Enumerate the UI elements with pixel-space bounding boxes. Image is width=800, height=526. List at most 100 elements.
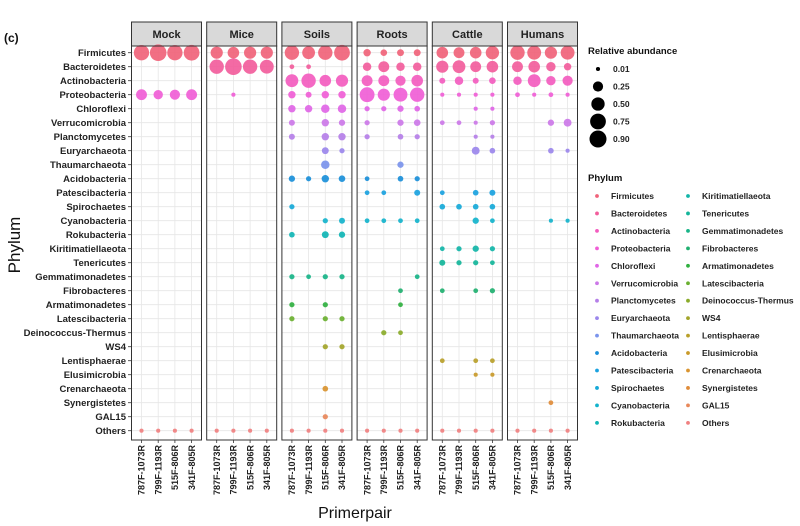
color-legend-key	[686, 403, 690, 408]
bubble-cyanobacteria	[565, 218, 570, 223]
x-tick-label: 341F-805R	[337, 445, 347, 491]
bubble-firmicutes	[469, 46, 482, 59]
bubble-gemmatimonadetes	[339, 274, 345, 280]
bubble-patescibacteria	[414, 189, 421, 196]
bubble-others	[214, 428, 219, 433]
y-tick-label: Rokubacteria	[66, 230, 127, 241]
bubble-bacteroidetes	[259, 59, 274, 74]
bubble-others	[339, 428, 345, 433]
bubble-patescibacteria	[472, 189, 479, 196]
bubble-firmicutes	[544, 46, 558, 59]
color-legend-label: Bacteroidetes	[611, 208, 667, 218]
color-legend-label: Chloroflexi	[611, 261, 655, 271]
x-tick-label: 341F-805R	[187, 445, 197, 491]
y-tick-label: Others	[95, 426, 126, 437]
bubble-planctomycetes	[473, 134, 478, 139]
panel-label: (c)	[4, 31, 19, 45]
bubble-cyanobacteria	[548, 218, 553, 223]
bubble-verrucomicrobia	[413, 119, 421, 127]
bubble-gal15	[322, 414, 328, 420]
facet-strip	[431, 21, 503, 47]
bubble-cyanobacteria	[414, 218, 420, 224]
color-legend-label: Spirochaetes	[611, 383, 665, 393]
color-legend-key	[595, 211, 599, 216]
color-legend-key	[686, 386, 690, 390]
bubble-actinobacteria	[527, 74, 541, 88]
y-tick-label: Euryarchaeota	[60, 146, 127, 157]
bubble-others	[139, 428, 144, 433]
y-tick-label: WS4	[105, 342, 126, 353]
bubble-others	[381, 428, 386, 433]
bubble-armatimonadetes	[289, 302, 295, 308]
bubble-acidobacteria	[288, 175, 296, 182]
bubble-bacteroidetes	[528, 60, 540, 73]
bubble-crenarchaeota	[322, 385, 329, 392]
bubble-firmicutes	[436, 46, 449, 59]
bubble-fibrobacteres	[473, 288, 479, 294]
bubble-actinobacteria	[301, 73, 316, 88]
bubble-others	[565, 428, 570, 433]
bubble-proteobacteria	[231, 92, 236, 97]
bubble-bacteroidetes	[486, 60, 499, 73]
bubble-proteobacteria	[410, 87, 425, 102]
color-legend-key	[686, 351, 690, 355]
bubble-actinobacteria	[361, 75, 373, 87]
bubble-verrucomicrobia	[288, 119, 295, 126]
color-legend-key	[686, 368, 690, 373]
bubble-fibrobacteres	[439, 288, 445, 294]
color-legend-label: Latescibacteria	[702, 278, 764, 288]
bubble-verrucomicrobia	[321, 119, 329, 127]
color-legend-key	[686, 281, 690, 286]
bubble-firmicutes	[485, 46, 500, 60]
color-legend-label: Fibrobacteres	[702, 243, 758, 253]
bubble-patescibacteria	[489, 189, 496, 196]
panel-border	[431, 45, 503, 441]
bubble-latescibacteria	[322, 316, 328, 322]
bubble-armatimonadetes	[398, 302, 403, 308]
bubble-proteobacteria	[321, 91, 329, 99]
bubble-planctomycetes	[490, 134, 495, 139]
y-tick-label: Deinococcus-Thermus	[24, 328, 126, 339]
x-tick-label: 341F-805R	[262, 445, 272, 491]
y-tick-label: Lentisphaerae	[62, 356, 126, 367]
bubble-verrucomicrobia	[397, 119, 404, 126]
bubble-bacteroidetes	[362, 62, 372, 71]
color-legend-key	[595, 368, 599, 373]
panel-background	[357, 46, 428, 440]
bubble-cyanobacteria	[322, 218, 328, 224]
bubble-others	[306, 428, 311, 433]
bubble-chloroflexi	[490, 106, 495, 111]
bubble-bacteroidetes	[306, 64, 311, 70]
y-tick-label: Synergistetes	[64, 398, 126, 409]
x-tick-label: 787F-1073R	[137, 445, 147, 496]
x-tick-label: 799F-1193R	[379, 445, 389, 495]
bubble-proteobacteria	[456, 92, 462, 97]
bubble-bacteroidetes	[412, 62, 422, 71]
bubble-actinobacteria	[411, 74, 423, 87]
color-legend-key	[686, 246, 690, 251]
color-legend-label: Crenarchaeota	[702, 366, 762, 376]
panel-background	[206, 46, 277, 440]
size-legend-key	[591, 97, 605, 111]
bubble-others	[548, 428, 553, 433]
x-tick-label: 799F-1193R	[529, 445, 539, 495]
x-tick-label: 799F-1193R	[304, 445, 314, 495]
bubble-firmicutes	[183, 44, 200, 61]
bubble-rokubacteria	[338, 231, 346, 238]
bubble-armatimonadetes	[322, 302, 328, 308]
bubble-tenericutes	[456, 260, 462, 266]
panel-border	[507, 45, 578, 441]
facet-strip-label: Roots	[377, 29, 408, 41]
color-legend-label: Synergistetes	[702, 383, 758, 393]
x-tick-label: 799F-1193R	[229, 445, 239, 495]
bubble-others	[156, 428, 161, 433]
size-legend-label: 0.50	[613, 99, 630, 109]
bubble-others	[415, 428, 420, 433]
bubble-actinobacteria	[439, 77, 446, 84]
x-tick-label: 515F-806R	[170, 445, 180, 491]
color-legend-key	[686, 333, 690, 338]
bubble-others	[264, 428, 269, 433]
size-legend-key	[592, 81, 604, 92]
bubble-chloroflexi	[337, 104, 347, 113]
panel-border	[281, 45, 353, 441]
